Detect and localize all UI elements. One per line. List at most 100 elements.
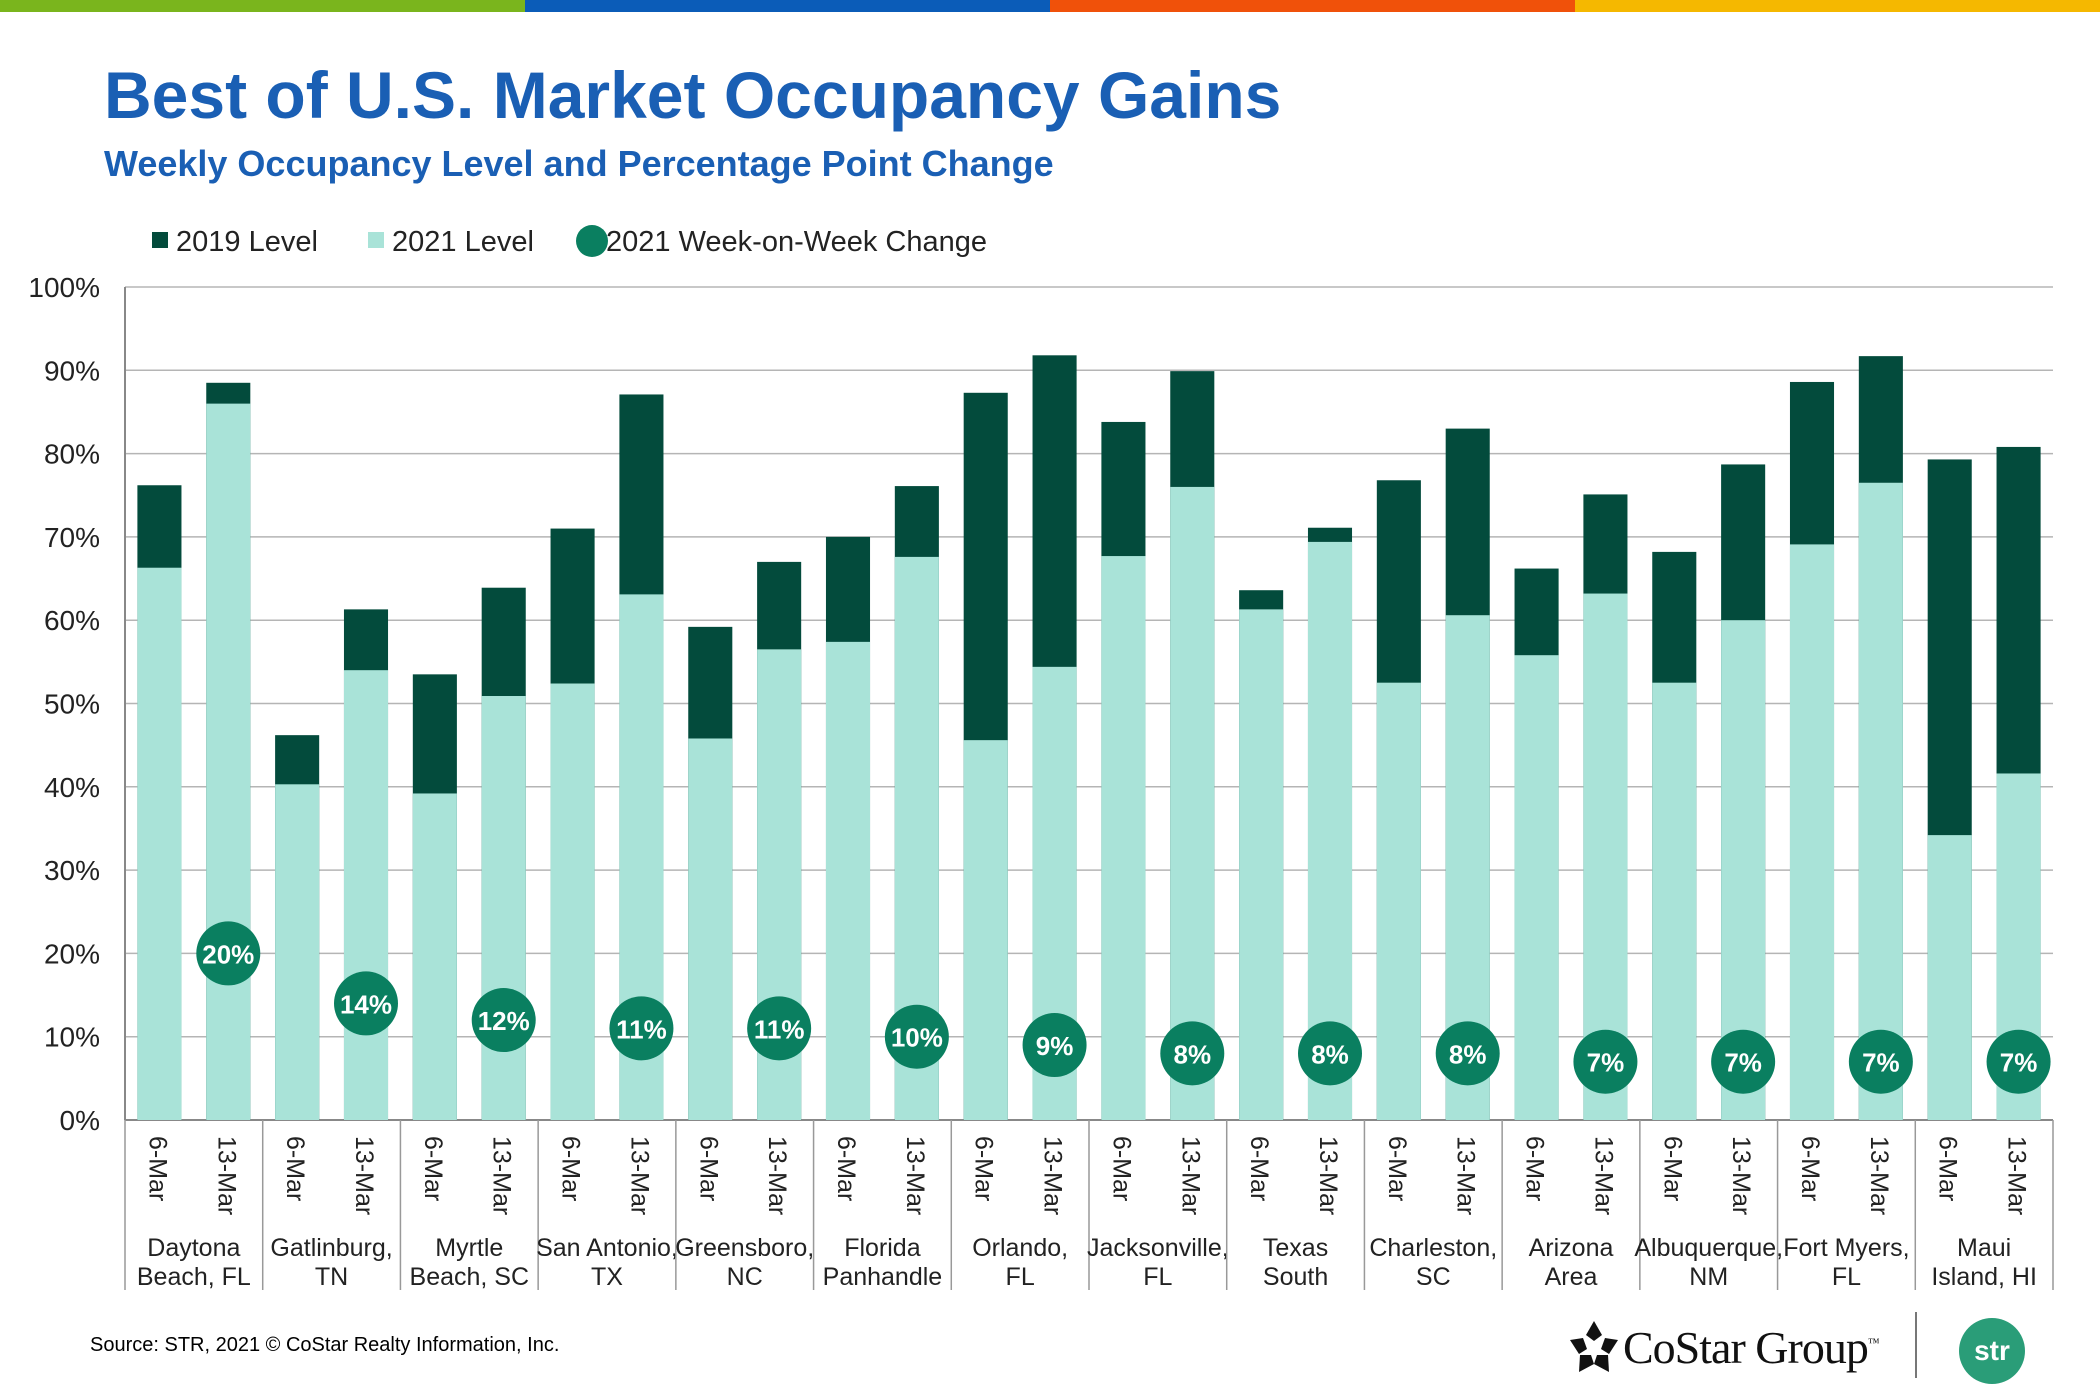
y-tick-label: 70% [44,522,100,553]
x-tick-week-label: 13-Mar [1727,1136,1755,1215]
x-group-market-label: Greensboro, [675,1234,814,1262]
x-group-market-label: Beach, SC [410,1263,530,1291]
x-group-market-label: Area [1545,1263,1598,1291]
week-change-label: 8% [1173,1039,1211,1069]
x-tick-week-label: 6-Mar [694,1136,722,1201]
x-group-market-label: San Antonio, [536,1234,678,1262]
x-tick-week-label: 13-Mar [1314,1136,1342,1215]
costar-logo-text: CoStar Group™ [1623,1321,1880,1374]
x-group-market-label: Maui [1957,1234,2011,1262]
bar-2021-level [1239,609,1284,1120]
x-tick-week-label: 13-Mar [763,1136,791,1215]
x-tick-week-label: 13-Mar [1039,1136,1067,1215]
bar-2021-level [1652,682,1697,1120]
top-bar-green [0,0,525,12]
x-tick-week-label: 6-Mar [281,1136,309,1201]
week-change-label: 7% [1724,1048,1762,1078]
x-tick-week-label: 13-Mar [1452,1136,1480,1215]
costar-logo: CoStar Group™ [1565,1318,1880,1376]
x-group-market-label: TN [315,1263,348,1291]
x-tick-week-label: 6-Mar [970,1136,998,1201]
top-bar-yellow [1575,0,2100,12]
x-tick-week-label: 6-Mar [1934,1136,1962,1201]
top-color-bar [0,0,2100,12]
legend-label: 2021 Week-on-Week Change [606,226,987,258]
legend-swatch-square [368,232,384,248]
week-change-bubble [1298,1021,1362,1086]
y-tick-label: 60% [44,605,100,636]
x-group-market-label: Beach, FL [137,1263,251,1291]
x-group-market-label: FL [1143,1263,1172,1291]
y-tick-label: 80% [44,439,100,470]
bar-2021-level [1376,682,1421,1120]
x-tick-week-label: 13-Mar [901,1136,929,1215]
legend-swatch-circle [576,225,608,257]
y-tick-label: 0% [60,1105,100,1136]
bar-2021-level [1101,556,1146,1120]
x-tick-week-label: 13-Mar [488,1136,516,1215]
legend-label: 2021 Level [392,226,534,258]
week-change-bubble [1573,1029,1638,1094]
x-tick-week-label: 13-Mar [212,1136,240,1215]
bar-2021-level [825,641,871,1120]
occupancy-chart: 0% 10% 20% 30% 40% 50% 60% 70% 80% 90% 100% 6-Mar 13… [28,225,2054,1291]
bar-2021-level [1927,835,1972,1120]
x-group-market-label: Charleston, [1369,1234,1497,1262]
x-group-market-label: NC [727,1263,763,1291]
bar-2021-level [1858,482,1903,1120]
legend-label: 2019 Level [176,226,318,258]
y-tick-label: 90% [44,355,100,386]
x-tick-week-label: 13-Mar [1176,1136,1204,1215]
week-change-label: 11% [616,1014,667,1044]
week-change-bubble [609,996,674,1061]
week-change-bubble [196,921,261,986]
x-tick-week-label: 13-Mar [1865,1136,1893,1215]
y-tick-label: 10% [44,1022,100,1053]
trademark-symbol: ™ [1867,1335,1880,1350]
week-change-bubble [471,988,536,1053]
week-change-bubble [334,971,398,1036]
x-group-market-label: Albuquerque, [1634,1234,1783,1262]
x-group-market-label: Daytona [147,1234,240,1262]
logo-divider [1915,1312,1917,1378]
x-group-market-label: FL [1006,1263,1035,1291]
chart-subtitle: Weekly Occupancy Level and Percentage Po… [104,143,1054,184]
week-change-label: 10% [891,1023,943,1053]
x-tick-week-label: 6-Mar [419,1136,447,1201]
x-tick-week-label: 6-Mar [143,1136,171,1201]
y-tick-label: 40% [44,772,100,803]
bar-2021-level [688,738,733,1120]
costar-wordmark: CoStar Group [1623,1321,1869,1373]
week-change-bubble [1435,1021,1500,1086]
week-change-bubble [1160,1021,1225,1086]
x-group-market-label: Island, HI [1931,1263,2037,1291]
x-group-market-label: Fort Myers, [1783,1234,1909,1262]
y-tick-label: 20% [44,938,100,969]
x-tick-week-label: 6-Mar [1796,1136,1824,1201]
bar-2021-level [275,784,320,1120]
y-tick-label: 50% [44,689,100,720]
week-change-label: 9% [1036,1031,1074,1061]
x-tick-week-label: 6-Mar [1245,1136,1273,1201]
x-group-market-label: South [1263,1263,1328,1291]
chart-title: Best of U.S. Market Occupancy Gains [104,58,1282,132]
week-change-bubble [1848,1029,1913,1094]
week-change-label: 8% [1311,1039,1349,1069]
top-bar-blue [525,0,1050,12]
y-tick-label: 30% [44,855,100,886]
legend-swatch-square [152,232,168,248]
week-change-bubble [747,996,812,1061]
x-tick-week-label: 6-Mar [832,1136,860,1201]
x-tick-week-label: 6-Mar [1383,1136,1411,1201]
week-change-label: 7% [1862,1048,1900,1078]
x-group-market-label: Florida [844,1234,921,1262]
week-change-bubble [1022,1013,1087,1078]
x-group-market-label: Gatlinburg, [270,1234,392,1262]
x-group-market-label: Orlando, [972,1234,1068,1262]
week-change-label: 8% [1449,1039,1487,1069]
bar-2021-level [412,793,457,1120]
bar-2021-level [1170,486,1215,1120]
x-group-market-label: TX [591,1263,623,1291]
week-change-label: 7% [1587,1048,1625,1078]
week-change-bubble [884,1004,949,1069]
